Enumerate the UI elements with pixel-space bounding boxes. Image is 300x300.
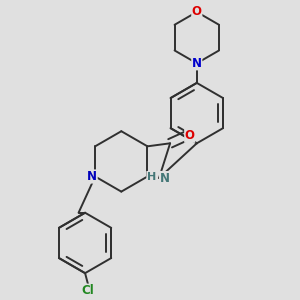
Text: N: N xyxy=(160,172,170,184)
Text: N: N xyxy=(87,170,97,183)
Text: N: N xyxy=(192,57,202,70)
Text: Cl: Cl xyxy=(82,284,94,297)
Text: O: O xyxy=(185,129,195,142)
Text: H: H xyxy=(147,172,156,182)
Text: O: O xyxy=(192,5,202,19)
